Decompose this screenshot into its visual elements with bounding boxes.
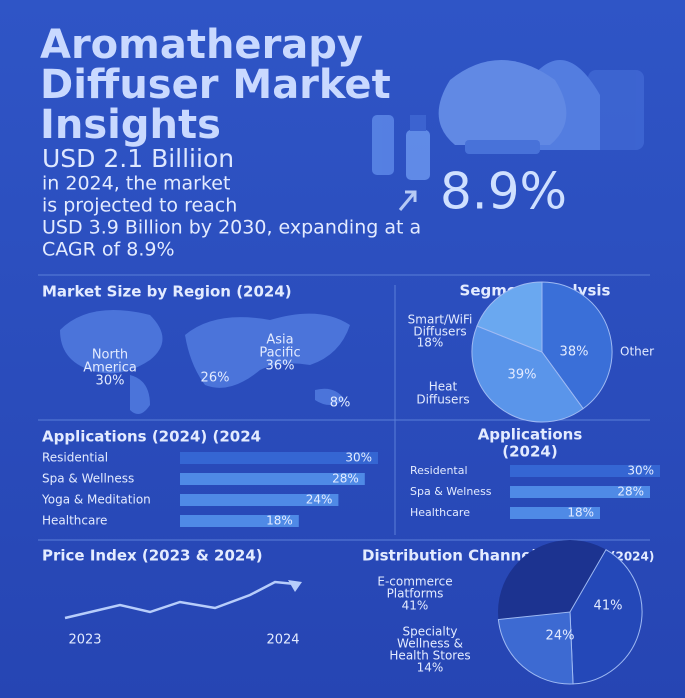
bar	[180, 452, 378, 464]
slice-label: 38%	[560, 345, 589, 360]
slice-label: 18%	[417, 336, 444, 350]
bar	[510, 507, 600, 519]
dividers	[38, 274, 650, 541]
section-title: (2024)	[610, 550, 654, 564]
segment-slice	[541, 281, 613, 410]
bar-name: Healthcare	[42, 514, 107, 528]
region-label: 36%	[266, 359, 295, 374]
price-line	[64, 580, 296, 620]
world-map	[60, 310, 350, 414]
title: Insights	[40, 102, 221, 148]
segment-slice	[471, 325, 584, 423]
bar-value: 18%	[567, 506, 594, 520]
region-label: 8%	[330, 396, 351, 411]
axis-label: 2024	[266, 633, 299, 648]
bar	[510, 465, 660, 477]
title: Diffuser Market	[40, 62, 391, 108]
region-label: North	[92, 348, 128, 363]
distribution-slice	[569, 548, 643, 685]
slice-name: Diffusers	[416, 393, 469, 407]
callout: E-commerce	[377, 575, 452, 589]
bar-value: 24%	[306, 493, 333, 507]
slice-label: 24%	[546, 629, 575, 644]
section-title: Market Size by Region (2024)	[42, 283, 292, 301]
section-title: Applications	[478, 426, 583, 444]
slice-label: 39%	[508, 368, 537, 383]
slice-name: Other	[620, 345, 654, 359]
section-title: (2024)	[502, 443, 557, 461]
bar-name: Healthcare	[410, 506, 470, 519]
body-text: is projected to reach	[42, 195, 237, 217]
decoration	[372, 60, 644, 211]
body-text: CAGR of 8.9%	[42, 239, 175, 261]
distribution-slice	[497, 611, 574, 685]
callout: Health Stores	[389, 649, 470, 663]
section-title: Distribution Channels	[362, 547, 546, 565]
bar-value: 28%	[617, 485, 644, 499]
region-label: 26%	[201, 371, 230, 386]
region-label: 30%	[96, 374, 125, 389]
region-label: Asia	[266, 333, 293, 348]
bar-name: Spa & Wellness	[42, 472, 134, 486]
slice-name: Heat	[429, 380, 458, 394]
bar-value: 28%	[332, 472, 359, 486]
callout: Platforms	[387, 587, 444, 601]
slice-name: Smart/WiFi	[408, 313, 473, 327]
callout: Wellness &	[397, 637, 463, 651]
bar-name: Yoga & Meditation	[41, 493, 151, 507]
bar-name: Spa & Welness	[410, 485, 492, 498]
bar-value: 30%	[627, 464, 654, 478]
body-text: in 2024, the market	[42, 173, 230, 195]
region-label: America	[83, 361, 137, 376]
bar-name: Residential	[42, 451, 108, 465]
section-title: Price Index (2023 & 2024)	[42, 547, 263, 565]
headline: USD 2.1 Billiion	[42, 144, 234, 173]
callout: 41%	[402, 599, 429, 613]
callout: Specialty	[402, 625, 457, 639]
section-title: Applications (2024) (2024	[42, 428, 261, 446]
callout: 14%	[417, 661, 444, 675]
bar-name: Residental	[410, 464, 468, 477]
bar	[510, 486, 650, 498]
bar-value: 30%	[345, 451, 372, 465]
title: Aromatherapy	[40, 22, 363, 68]
price-arrow	[288, 580, 302, 592]
bar	[180, 515, 299, 527]
slice-name: Diffusers	[413, 325, 466, 339]
bar-value: 18%	[266, 514, 293, 528]
segment-slice	[476, 281, 543, 353]
bar	[180, 494, 339, 506]
axis-label: 2023	[68, 633, 101, 648]
bar	[180, 473, 365, 485]
body-text: USD 3.9 Billion by 2030, expanding at a	[42, 217, 421, 239]
region-label: Pacific	[259, 346, 300, 361]
slice-label: 41%	[594, 599, 623, 614]
cagr: 8.9%	[440, 163, 567, 221]
